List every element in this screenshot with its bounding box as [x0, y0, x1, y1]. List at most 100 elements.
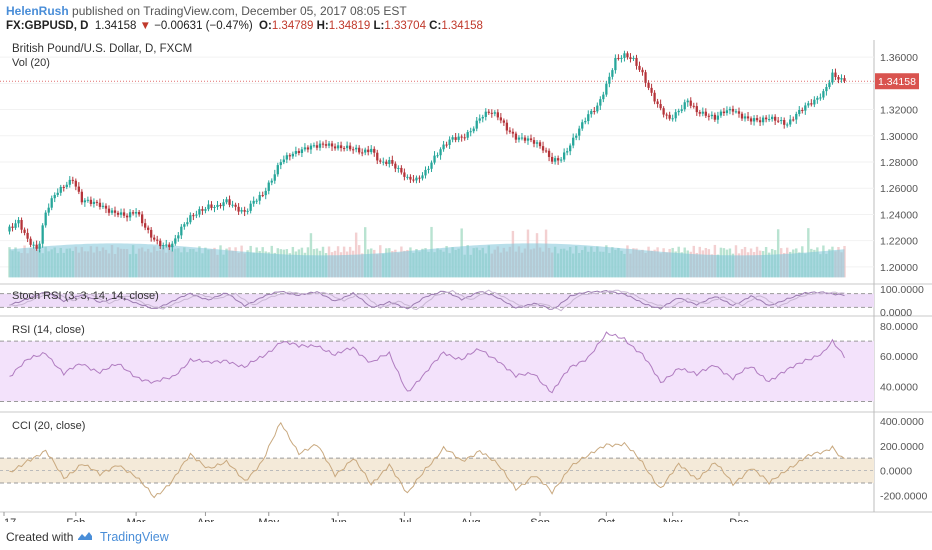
candle-body — [234, 204, 237, 207]
candle-body — [246, 210, 249, 212]
candle-body — [430, 162, 433, 169]
candle-body — [743, 116, 747, 119]
candle-body — [478, 118, 481, 121]
candle-body — [596, 105, 599, 112]
candle-body — [207, 204, 210, 210]
candle-body — [451, 137, 454, 140]
candle-body — [704, 111, 707, 116]
candle-body — [638, 65, 641, 70]
time-tick-label: Aug — [461, 517, 481, 522]
candle-body — [767, 119, 771, 121]
candle-body — [273, 174, 276, 181]
volume-bar — [363, 227, 367, 278]
candle-body — [424, 169, 427, 176]
candle-body — [436, 155, 439, 157]
volume-ma-area — [9, 243, 845, 278]
candle-body — [761, 117, 765, 123]
indicator-tick-label: 0.0000 — [880, 307, 912, 319]
candle-body — [786, 124, 789, 126]
candle-body — [321, 143, 325, 145]
candle-body — [47, 207, 50, 213]
candle-body — [110, 210, 114, 213]
candle-body — [168, 244, 171, 248]
publish-text: published on TradingView.com, December 0… — [72, 4, 407, 18]
tradingview-cloud-icon — [78, 532, 92, 540]
high-label: H: — [316, 20, 329, 32]
candle-body — [605, 83, 608, 95]
candle-body — [837, 77, 840, 80]
candle-body — [550, 156, 554, 162]
tradingview-brand-link[interactable]: TradingView — [100, 530, 169, 544]
time-tick-label: Dec — [729, 517, 749, 522]
candle-body — [56, 192, 59, 195]
candle-body — [590, 110, 593, 115]
candle-body — [541, 146, 545, 151]
candle-body — [83, 200, 87, 203]
candle-body — [526, 138, 530, 141]
candle-body — [279, 162, 282, 166]
candle-body — [454, 137, 457, 140]
candle-body — [737, 111, 741, 114]
indicator-band — [0, 458, 874, 483]
candle-body — [53, 194, 56, 199]
candle-body — [523, 137, 527, 141]
candle-body — [532, 140, 536, 144]
candle-body — [553, 158, 557, 162]
chart-area[interactable]: 1.360001.340001.320001.300001.280001.260… — [0, 40, 932, 522]
candle-body — [746, 116, 750, 119]
indicator-tick-label: 400.0000 — [880, 416, 924, 428]
candle-body — [65, 184, 68, 188]
time-tick-label: Jun — [329, 517, 347, 522]
rsi-line — [9, 331, 845, 394]
candle-body — [764, 117, 768, 120]
candle-body — [611, 70, 614, 77]
author-link[interactable]: HelenRush — [6, 4, 69, 18]
candle-body — [584, 121, 587, 123]
candle-body — [659, 104, 662, 109]
time-tick-label: Feb — [66, 517, 85, 522]
candle-body — [240, 210, 243, 212]
candle-body — [828, 82, 831, 88]
candle-body — [499, 117, 502, 121]
candle-body — [153, 237, 156, 240]
candle-body — [559, 159, 563, 161]
candle-body — [475, 120, 478, 129]
candle-body — [216, 204, 219, 207]
time-tick-label: Mar — [127, 517, 146, 522]
cci-line — [9, 421, 845, 499]
candle-body — [698, 112, 701, 114]
candle-body — [327, 143, 331, 146]
candle-body — [731, 108, 735, 112]
candle-body — [122, 212, 126, 216]
candle-body — [249, 203, 252, 211]
candle-body — [668, 114, 671, 119]
candle-body — [614, 57, 617, 71]
candle-body — [189, 215, 192, 223]
indicator-tick-label: -200.0000 — [880, 490, 927, 502]
stoch-signal-line — [9, 289, 845, 312]
candle-body — [400, 167, 403, 173]
candle-body — [156, 239, 159, 241]
candle-body — [324, 144, 328, 146]
candle-body — [17, 219, 20, 224]
candle-body — [502, 120, 506, 123]
candle-body — [677, 110, 680, 113]
candle-body — [650, 87, 653, 93]
pane-labels: British Pound/U.S. Dollar, D, FXCM Vol (… — [12, 43, 192, 432]
price-tick-label: 1.26000 — [880, 183, 918, 195]
time-tick-label: 17 — [4, 517, 16, 522]
candle-body — [113, 210, 117, 213]
candle-body — [388, 160, 391, 165]
candle-body — [719, 111, 723, 116]
candle-body — [26, 232, 29, 239]
candle-body — [288, 155, 291, 157]
open-value: 1.34789 — [271, 20, 314, 32]
candle-body — [544, 150, 548, 152]
price-tick-label: 1.24000 — [880, 209, 918, 221]
candle-body — [364, 149, 367, 153]
candle-body — [538, 142, 542, 147]
candle-body — [379, 160, 382, 162]
price-tick-label: 1.28000 — [880, 157, 918, 169]
candle-body — [86, 199, 90, 201]
candle-body — [355, 147, 358, 150]
